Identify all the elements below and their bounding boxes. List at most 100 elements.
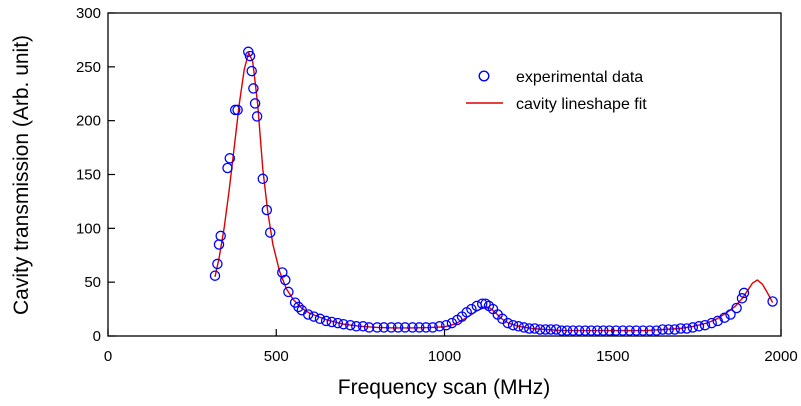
- data-point: [610, 325, 622, 336]
- data-point: [264, 227, 276, 238]
- data-point: [434, 321, 445, 332]
- data-point: [414, 322, 425, 333]
- marker-layer: [209, 46, 778, 336]
- data-point: [585, 325, 597, 336]
- data-point: [579, 325, 591, 336]
- data-point: [592, 325, 603, 336]
- x-tick-label: 1500: [596, 348, 629, 365]
- data-point: [246, 65, 257, 77]
- data-point: [545, 324, 557, 335]
- data-point: [534, 324, 546, 335]
- data-point: [466, 303, 477, 315]
- data-point: [420, 322, 432, 333]
- data-point: [209, 270, 221, 281]
- data-point: [212, 258, 223, 270]
- data-point: [524, 323, 535, 334]
- data-point: [251, 111, 263, 122]
- data-point: [257, 173, 269, 185]
- data-point: [357, 321, 369, 332]
- data-point: [345, 319, 356, 331]
- data-point: [378, 322, 390, 333]
- data-point: [302, 309, 314, 320]
- x-tick-label: 500: [264, 348, 289, 365]
- data-point: [598, 325, 609, 336]
- data-point: [502, 317, 514, 329]
- legend-label-experimental: experimental data: [516, 69, 643, 86]
- data-point: [604, 325, 615, 336]
- data-point: [446, 317, 458, 329]
- data-point: [249, 98, 261, 109]
- data-point: [320, 315, 332, 327]
- data-point: [687, 322, 699, 333]
- data-point: [232, 104, 243, 116]
- data-point: [657, 324, 668, 335]
- data-point: [507, 319, 519, 331]
- data-point: [213, 239, 225, 250]
- legend: experimental data cavity lineshape fit: [466, 69, 647, 113]
- data-point: [675, 323, 686, 334]
- y-tick-label: 50: [84, 274, 101, 291]
- data-point: [663, 324, 674, 335]
- data-point: [567, 325, 579, 336]
- x-tick-label: 2000: [764, 348, 797, 365]
- data-point: [693, 321, 705, 332]
- data-point: [699, 319, 711, 331]
- y-tick-label: 0: [93, 328, 101, 345]
- data-point: [712, 315, 723, 327]
- data-point: [651, 325, 662, 336]
- data-point: [471, 300, 483, 312]
- data-point: [573, 325, 585, 336]
- data-point: [767, 296, 778, 307]
- data-point: [440, 319, 452, 331]
- x-tick-label: 0: [104, 348, 112, 365]
- legend-label-fit: cavity lineshape fit: [516, 96, 647, 113]
- fit-line: [214, 52, 774, 332]
- data-point: [637, 325, 649, 336]
- data-point: [261, 204, 273, 216]
- data-point: [386, 322, 397, 333]
- data-point: [222, 162, 233, 174]
- y-axis: 0 50 100 150 200 250 300: [76, 5, 115, 345]
- data-point: [719, 312, 730, 323]
- data-point: [644, 325, 656, 336]
- y-tick-label: 200: [76, 113, 101, 130]
- data-point: [351, 321, 362, 332]
- data-point: [631, 325, 642, 336]
- data-point: [540, 324, 551, 335]
- data-point: [617, 325, 629, 336]
- data-point: [244, 50, 256, 62]
- data-point: [332, 317, 344, 329]
- legend-marker-experimental: [478, 70, 490, 82]
- data-point: [277, 267, 288, 278]
- x-tick-label: 1000: [428, 348, 461, 365]
- data-point: [736, 293, 748, 304]
- data-point: [513, 321, 524, 332]
- data-point: [392, 322, 404, 333]
- y-tick-label: 100: [76, 220, 101, 237]
- data-point: [561, 325, 573, 336]
- data-point: [363, 322, 375, 333]
- data-point: [731, 302, 742, 314]
- y-axis-title: Cavity transmission (Arb. unit): [10, 35, 33, 315]
- data-point: [427, 322, 438, 333]
- data-point: [371, 322, 383, 333]
- x-axis-title: Frequency scan (MHz): [338, 376, 550, 399]
- data-point: [215, 230, 226, 242]
- y-tick-label: 250: [76, 59, 101, 76]
- data-point: [681, 323, 693, 334]
- plot-frame: [107, 12, 782, 337]
- fit-layer: [214, 52, 774, 332]
- data-point: [550, 324, 562, 335]
- data-point: [529, 323, 540, 334]
- data-point: [669, 324, 680, 335]
- data-point: [738, 287, 750, 299]
- data-point: [518, 322, 530, 333]
- data-point: [338, 318, 349, 330]
- data-point: [480, 298, 491, 309]
- data-point: [407, 322, 418, 333]
- data-point: [476, 298, 488, 309]
- y-tick-label: 300: [76, 5, 101, 22]
- data-point: [556, 325, 567, 336]
- data-point: [308, 311, 320, 322]
